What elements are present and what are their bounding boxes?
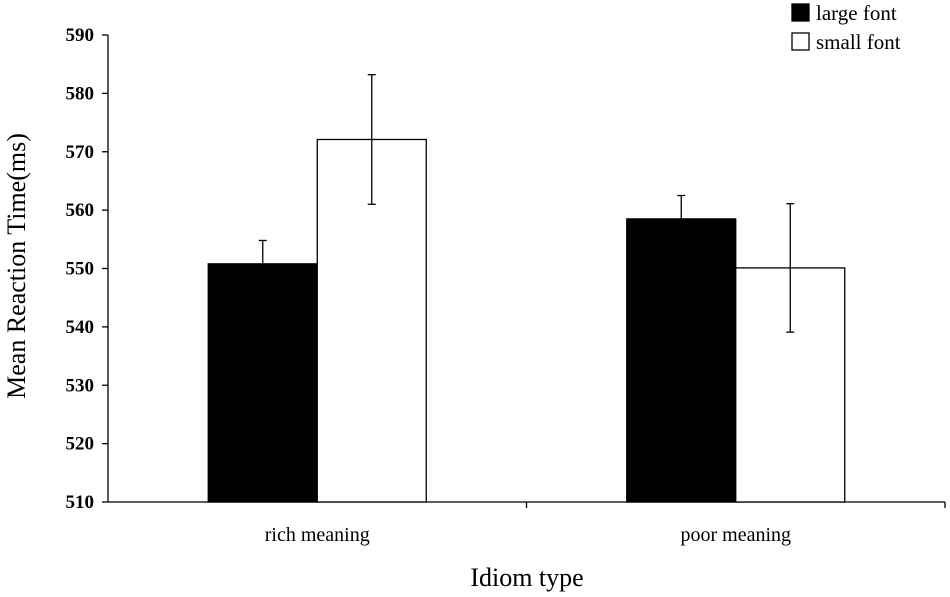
error-bars	[258, 74, 795, 333]
y-tick-label: 560	[66, 200, 95, 221]
x-axis-title: Idiom type	[470, 563, 583, 592]
x-tick-label: poor meaning	[680, 524, 791, 546]
legend-swatch	[791, 32, 810, 51]
y-axis-title: Mean Reaction Time(ms)	[2, 133, 31, 399]
y-tick-label: 550	[66, 259, 95, 280]
bar	[207, 263, 318, 503]
y-tick-labels: 510 520 530 540 550 560 570 580 590	[66, 25, 95, 513]
y-tick-label: 570	[66, 142, 95, 163]
bars	[207, 138, 846, 503]
x-tick-label: rich meaning	[265, 524, 370, 546]
legend-swatch	[791, 3, 810, 22]
y-tick-label: 520	[66, 434, 95, 455]
y-tick-label: 530	[66, 375, 95, 396]
bar	[626, 218, 737, 503]
legend-label: small font	[816, 30, 901, 54]
y-tick-label: 540	[66, 317, 95, 338]
legend-label: large font	[816, 1, 897, 25]
y-tick-label: 590	[66, 25, 95, 46]
legend: large font small font	[791, 1, 901, 54]
y-tick-label: 580	[66, 83, 95, 104]
x-tick-labels: rich meaning poor meaning	[265, 524, 791, 546]
y-tick-label: 510	[66, 492, 95, 513]
